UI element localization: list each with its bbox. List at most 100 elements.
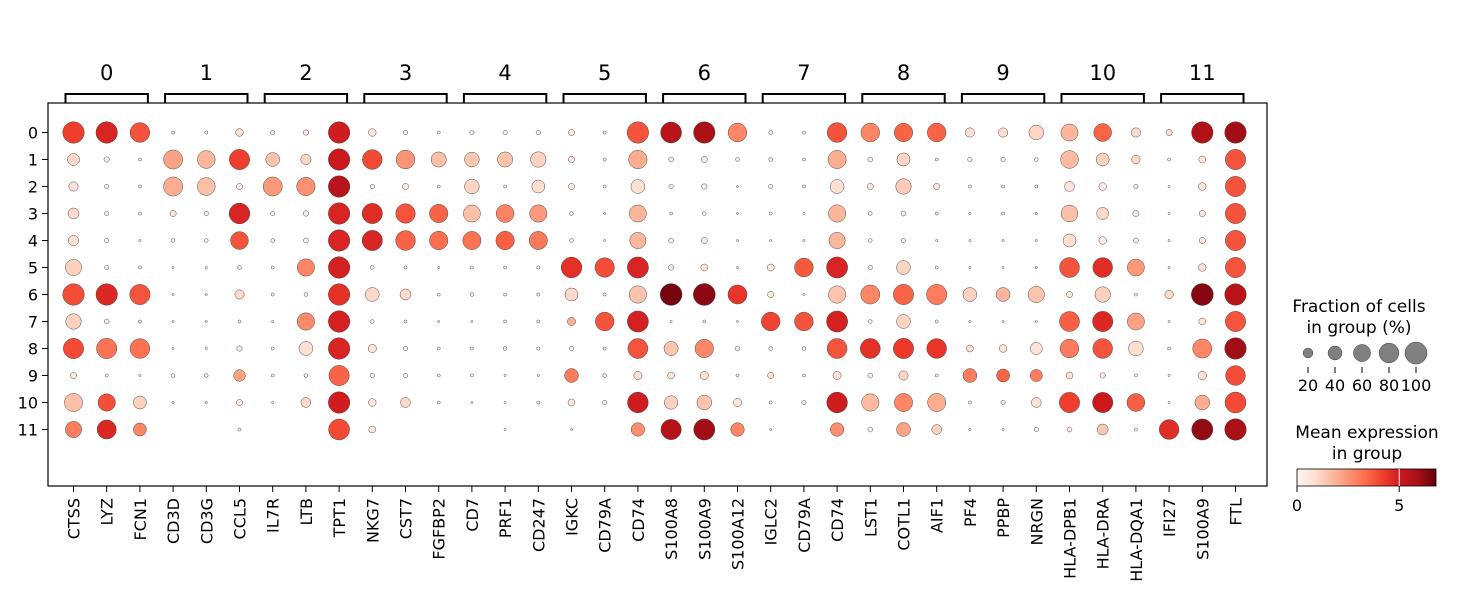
dot-6-FCN1 (129, 284, 151, 305)
dot-4-IGKC (569, 238, 574, 243)
x-tick-label: CST7 (397, 498, 416, 539)
x-tick-label: CD74 (629, 498, 648, 542)
dot-10-CD79A (602, 400, 608, 405)
dot-2-CD7 (464, 178, 480, 195)
dot-4-CD79A (802, 239, 806, 242)
dot-5-CD79A (594, 257, 615, 278)
dot-11-CCL5 (237, 427, 242, 432)
dot-8-CD247 (536, 346, 541, 351)
dot-11-PPBP (1001, 428, 1005, 431)
group-bracket (960, 93, 1046, 103)
x-tick-label: FGFBP2 (430, 498, 449, 560)
dot-8-S100A8 (663, 341, 679, 356)
dot-1-IFI27 (1167, 157, 1171, 162)
x-tick-label: NKG7 (363, 498, 382, 543)
dot-4-CTSS (68, 235, 79, 246)
dot-5-PRF1 (503, 265, 507, 270)
dot-7-LTB (297, 312, 315, 331)
dot-9-IFI27 (1167, 374, 1171, 377)
x-tick-label: CTSS (65, 498, 84, 539)
dot-6-S100A9 (1191, 283, 1214, 306)
dot-6-CD79A (602, 292, 607, 297)
dot-0-LYZ (95, 121, 118, 144)
dot-4-PPBP (1001, 239, 1005, 242)
dot-6-IFI27 (1164, 290, 1174, 299)
x-tick-label: CCL5 (231, 498, 250, 539)
dot-6-PF4 (962, 287, 978, 302)
dot-7-S100A12 (736, 320, 739, 323)
dot-3-S100A12 (736, 212, 739, 215)
dot-7-PF4 (968, 320, 972, 323)
dot-1-LST1 (867, 156, 873, 163)
dot-6-HLA-DPB1 (1066, 291, 1073, 298)
dot-6-FTL (1224, 283, 1247, 306)
dot-2-HLA-DQA1 (1133, 184, 1139, 189)
dot-3-LTB (302, 210, 309, 217)
dot-5-CD247 (536, 265, 541, 270)
dot-8-HLA-DQA1 (1128, 340, 1144, 357)
dot-9-CD3G (204, 373, 209, 378)
group-bracket (64, 93, 149, 103)
dot-3-S100A9 (1198, 210, 1206, 217)
dot-8-NKG7 (367, 344, 377, 353)
x-tick-label: IGKC (563, 498, 582, 536)
dot-4-CD3G (204, 238, 209, 243)
dot-2-CD79A (802, 184, 806, 189)
dot-11-COTL1 (896, 422, 911, 437)
dot-3-CD79A (802, 212, 806, 215)
dot-3-CCL5 (228, 202, 251, 225)
dot-4-S100A9 (700, 237, 708, 244)
dot-2-PF4 (968, 184, 972, 189)
dot-6-CD247 (536, 292, 541, 297)
dot-10-IGKC (567, 398, 576, 407)
dot-0-S100A9 (693, 121, 716, 144)
dot-3-CD247 (529, 204, 548, 223)
group-label: 6 (698, 61, 711, 85)
dot-7-S100A9 (1198, 317, 1207, 326)
dot-5-AIF1 (934, 265, 939, 270)
dot-5-S100A9 (700, 263, 709, 272)
dot-8-PRF1 (502, 346, 508, 351)
dot-9-CD74 (633, 371, 643, 380)
dot-1-PF4 (967, 157, 973, 162)
x-tick-label: LYZ (98, 498, 117, 526)
dot-3-LST1 (868, 211, 873, 216)
dot-6-CST7 (399, 288, 412, 301)
dot-10-IGLC2 (768, 400, 773, 405)
dot-8-COTL1 (893, 338, 914, 359)
dot-9-FTL (1225, 365, 1246, 386)
dot-10-CTSS (64, 393, 83, 412)
dot-3-HLA-DQA1 (1132, 210, 1140, 217)
dot-6-PRF1 (503, 292, 507, 297)
dot-5-COTL1 (896, 260, 911, 275)
dot-3-HLA-DRA (1096, 207, 1109, 220)
dot-7-CD74 (627, 310, 649, 333)
group-label: 5 (598, 61, 611, 85)
colorbar (1296, 468, 1437, 487)
dot-6-CD7 (469, 292, 475, 297)
dot-10-CCL5 (236, 399, 243, 406)
group-label: 4 (498, 61, 511, 85)
dot-9-CCL5 (233, 369, 246, 382)
dot-3-CD74 (629, 204, 647, 223)
y-tick-label: 0 (28, 124, 38, 143)
dot-1-CD247 (530, 151, 547, 168)
dot-10-PF4 (968, 400, 972, 405)
dot-7-LST1 (868, 319, 873, 324)
dot-0-IFI27 (1165, 129, 1173, 136)
dot-1-PRF1 (497, 151, 513, 168)
dot-5-FTL (1225, 257, 1246, 278)
dot-3-LYZ (104, 211, 110, 216)
dot-6-IL7R (270, 292, 275, 297)
dot-4-CST7 (395, 230, 416, 251)
dot-8-IGKC (569, 346, 574, 351)
dot-0-CTSS (62, 121, 85, 144)
dot-0-TPT1 (328, 121, 351, 144)
dot-11-FCN1 (133, 422, 147, 437)
dot-0-HLA-DRA (1093, 123, 1112, 142)
dot-7-NKG7 (370, 319, 375, 324)
dot-5-CST7 (403, 265, 408, 270)
y-tick-label: 1 (28, 151, 38, 170)
dot-10-HLA-DPB1 (1059, 392, 1080, 413)
dot-8-CD7 (470, 346, 474, 351)
